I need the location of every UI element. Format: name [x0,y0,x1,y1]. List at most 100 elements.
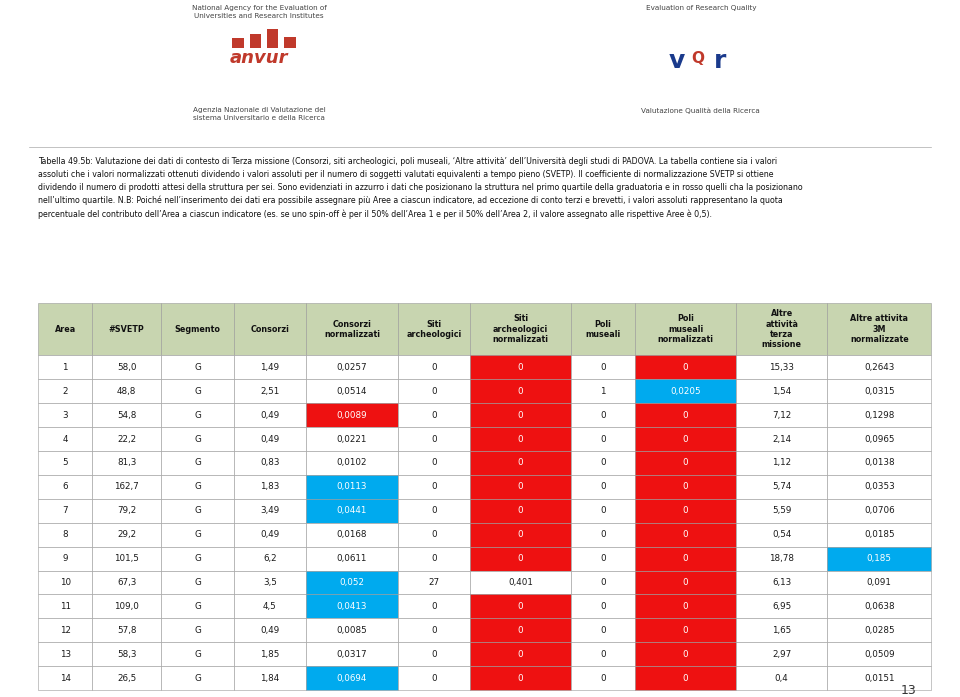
Text: Altre
attività
terza
missione: Altre attività terza missione [761,309,802,349]
Text: G: G [194,506,201,515]
Bar [470,618,571,642]
Text: Segmento: Segmento [175,325,221,334]
Text: 0,052: 0,052 [340,578,365,587]
Text: 0,0257: 0,0257 [337,363,368,372]
Text: 1,65: 1,65 [772,626,791,635]
Text: 0: 0 [517,459,523,468]
Bar [636,451,736,475]
Text: 0: 0 [431,554,437,563]
Bar [828,642,931,666]
Bar [397,379,470,404]
Text: 27: 27 [428,578,440,587]
Bar [828,666,931,690]
Text: Altre attivita
3M
normalizzate: Altre attivita 3M normalizzate [850,314,909,344]
Bar [92,618,161,642]
Bar [161,571,233,595]
Text: 5: 5 [62,459,68,468]
Bar [233,523,306,546]
Text: Consorzi: Consorzi [251,325,289,334]
Bar [161,666,233,690]
Text: 12: 12 [60,626,71,635]
Text: 0: 0 [600,530,606,539]
Bar [306,571,397,595]
Bar [161,379,233,404]
Bar [232,38,244,47]
Bar [736,595,828,618]
Text: G: G [194,482,201,491]
Text: 0: 0 [600,650,606,659]
Bar [828,523,931,546]
Bar [397,451,470,475]
Text: 0: 0 [600,506,606,515]
Text: Siti
archeologici: Siti archeologici [406,320,462,339]
Bar [397,523,470,546]
Text: 81,3: 81,3 [117,459,136,468]
Text: 0,0353: 0,0353 [864,482,895,491]
Text: G: G [194,554,201,563]
Text: 5,74: 5,74 [772,482,791,491]
Bar [470,666,571,690]
Bar [470,571,571,595]
Text: 0,091: 0,091 [867,578,892,587]
Text: 0: 0 [600,554,606,563]
Text: 0: 0 [517,530,523,539]
Text: 0,0089: 0,0089 [337,411,368,420]
Bar [38,355,92,379]
Bar [38,427,92,451]
Text: 0: 0 [517,602,523,611]
Text: 2,97: 2,97 [772,650,791,659]
Bar [636,523,736,546]
Bar [92,642,161,666]
Text: 0,0509: 0,0509 [864,650,895,659]
Text: Q: Q [691,51,705,66]
Text: Poli
museali: Poli museali [586,320,621,339]
Bar [92,404,161,427]
Bar [92,303,161,355]
Bar [470,303,571,355]
Text: 0,49: 0,49 [260,626,279,635]
Text: 0,49: 0,49 [260,434,279,443]
Text: Poli
museali
normalizzati: Poli museali normalizzati [658,314,713,344]
Text: 0: 0 [683,434,688,443]
Bar [571,451,636,475]
Bar [736,523,828,546]
Bar [306,451,397,475]
Bar [92,595,161,618]
Bar [736,427,828,451]
Bar [161,355,233,379]
Text: 0: 0 [683,602,688,611]
Bar [233,427,306,451]
Text: 0,0151: 0,0151 [864,673,895,682]
Bar [397,303,470,355]
Bar [736,546,828,571]
Text: 6,2: 6,2 [263,554,276,563]
Bar [636,642,736,666]
Bar [38,379,92,404]
Bar [636,427,736,451]
Text: 0: 0 [431,602,437,611]
Bar [470,404,571,427]
Text: 0,0965: 0,0965 [864,434,895,443]
Bar [470,475,571,499]
Text: 26,5: 26,5 [117,673,136,682]
Text: 0,0315: 0,0315 [864,387,895,396]
Text: 0: 0 [600,626,606,635]
Bar [636,546,736,571]
Bar [306,475,397,499]
Text: 0: 0 [517,387,523,396]
Bar [571,475,636,499]
Bar [38,546,92,571]
Text: 1: 1 [600,387,606,396]
Text: 2: 2 [62,387,68,396]
Text: 0: 0 [517,363,523,372]
Bar [233,546,306,571]
Text: G: G [194,411,201,420]
Text: G: G [194,673,201,682]
Bar [828,475,931,499]
Text: 0: 0 [683,530,688,539]
Bar [267,29,278,47]
Bar [397,499,470,523]
Text: v: v [669,49,684,73]
Bar [736,499,828,523]
Text: 0: 0 [517,673,523,682]
